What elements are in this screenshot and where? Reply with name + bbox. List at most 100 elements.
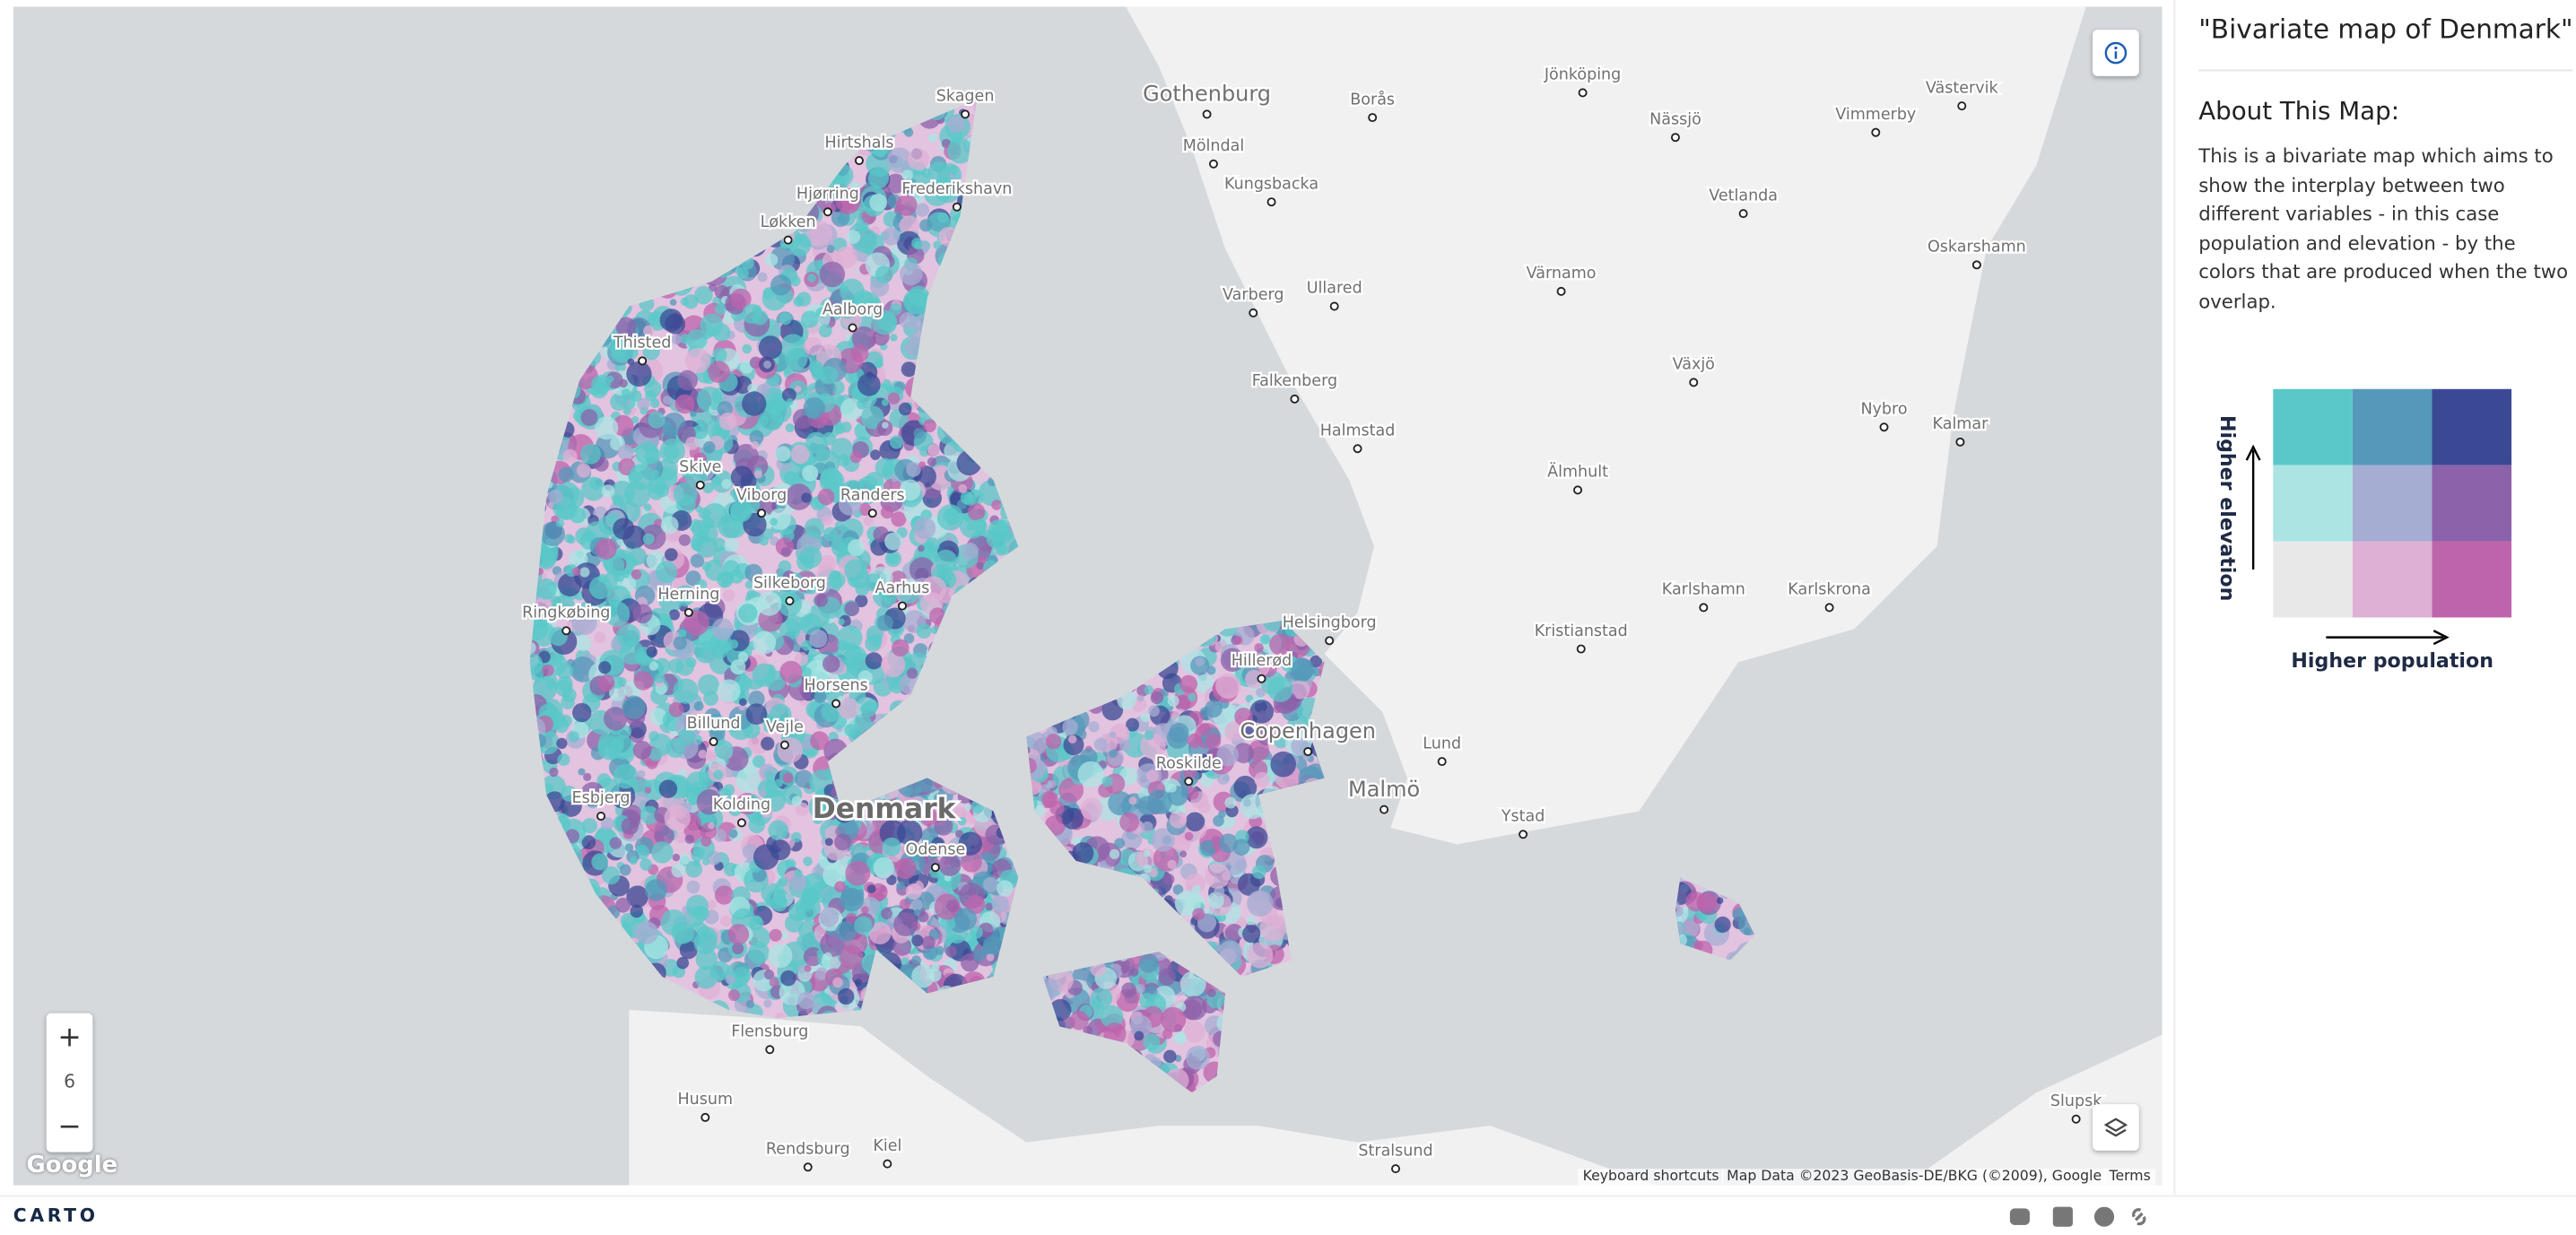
density-cell: [892, 639, 909, 657]
density-cell: [1128, 796, 1137, 805]
density-cell: [712, 323, 731, 342]
density-cell: [857, 399, 867, 410]
density-cell: [857, 478, 866, 486]
density-cell: [913, 428, 925, 439]
density-cell: [911, 935, 924, 947]
density-cell: [642, 533, 655, 545]
density-cell: [556, 737, 568, 749]
density-cell: [915, 203, 930, 217]
density-cell: [834, 520, 844, 530]
density-cell: [722, 560, 740, 578]
density-cell: [542, 664, 554, 677]
density-cell: [695, 535, 718, 558]
density-cell: [757, 591, 782, 616]
density-cell: [866, 884, 876, 893]
density-cell: [804, 517, 825, 538]
density-cell: [834, 833, 851, 851]
density-cell: [720, 915, 732, 927]
density-cell: [674, 831, 687, 844]
density-cell: [910, 899, 923, 911]
density-cell: [838, 618, 845, 626]
germany-poland-land: [629, 1009, 2163, 1186]
density-cell: [927, 443, 940, 457]
density-cell: [914, 240, 923, 250]
density-cell: [857, 373, 881, 396]
density-cell: [681, 598, 690, 607]
density-cell: [926, 541, 936, 551]
density-cell: [822, 526, 838, 542]
density-cell: [581, 476, 606, 501]
density-cell: [844, 559, 867, 582]
density-cell: [668, 701, 684, 718]
density-cell: [814, 593, 829, 607]
density-cell: [624, 843, 634, 852]
density-cell: [580, 409, 598, 426]
density-cell: [580, 443, 601, 465]
density-cell: [882, 422, 889, 429]
density-cell: [633, 671, 653, 691]
density-cell: [819, 261, 846, 288]
density-cell: [676, 956, 690, 970]
density-cell: [927, 457, 937, 467]
density-cell: [701, 836, 712, 847]
density-cell: [660, 909, 687, 936]
density-cell: [764, 253, 779, 267]
density-cell: [822, 514, 833, 526]
density-cell: [535, 578, 557, 600]
density-cell: [797, 991, 815, 1010]
density-cell: [801, 310, 819, 328]
density-cell: [531, 622, 556, 647]
density-cell: [718, 413, 737, 431]
density-cell: [967, 503, 986, 521]
density-cell: [572, 702, 592, 723]
density-cell: [996, 880, 1014, 897]
density-cell: [621, 817, 639, 835]
density-cell: [617, 444, 634, 461]
density-cell: [745, 703, 768, 726]
density-cell: [652, 469, 660, 477]
density-cell: [1148, 705, 1160, 718]
density-cell: [763, 361, 771, 369]
density-cell: [840, 284, 849, 293]
density-cell: [567, 535, 576, 544]
density-cell: [1166, 726, 1188, 749]
density-cell: [818, 324, 832, 338]
density-cell: [728, 829, 738, 839]
density-cell: [861, 700, 877, 718]
density-cell: [698, 674, 719, 696]
density-cell: [759, 535, 769, 546]
density-cell: [684, 347, 711, 374]
density-cell: [662, 396, 673, 405]
density-cell: [748, 816, 766, 834]
density-cell: [884, 550, 902, 568]
density-cell: [784, 368, 791, 375]
density-cell: [632, 740, 652, 760]
density-cell: [779, 931, 789, 940]
density-cell: [742, 391, 767, 416]
density-cell: [664, 804, 691, 831]
density-cell: [737, 651, 749, 663]
density-cell: [556, 662, 574, 680]
density-cell: [840, 422, 852, 433]
density-cell: [963, 804, 971, 812]
density-cell: [775, 446, 791, 462]
density-cell: [609, 837, 622, 849]
density-cell: [845, 860, 871, 886]
density-cell: [669, 299, 677, 306]
density-cell: [664, 548, 678, 561]
density-cell: [600, 816, 614, 831]
density-cell: [623, 481, 651, 508]
density-cell: [966, 523, 975, 531]
density-cell: [972, 518, 988, 534]
density-cell: [936, 567, 948, 578]
density-cell: [988, 519, 1010, 542]
density-cell: [735, 768, 761, 794]
density-cell: [708, 361, 730, 384]
density-cell: [911, 955, 922, 966]
density-cell: [560, 714, 572, 727]
density-cell: [913, 909, 921, 917]
density-cell: [714, 885, 735, 905]
